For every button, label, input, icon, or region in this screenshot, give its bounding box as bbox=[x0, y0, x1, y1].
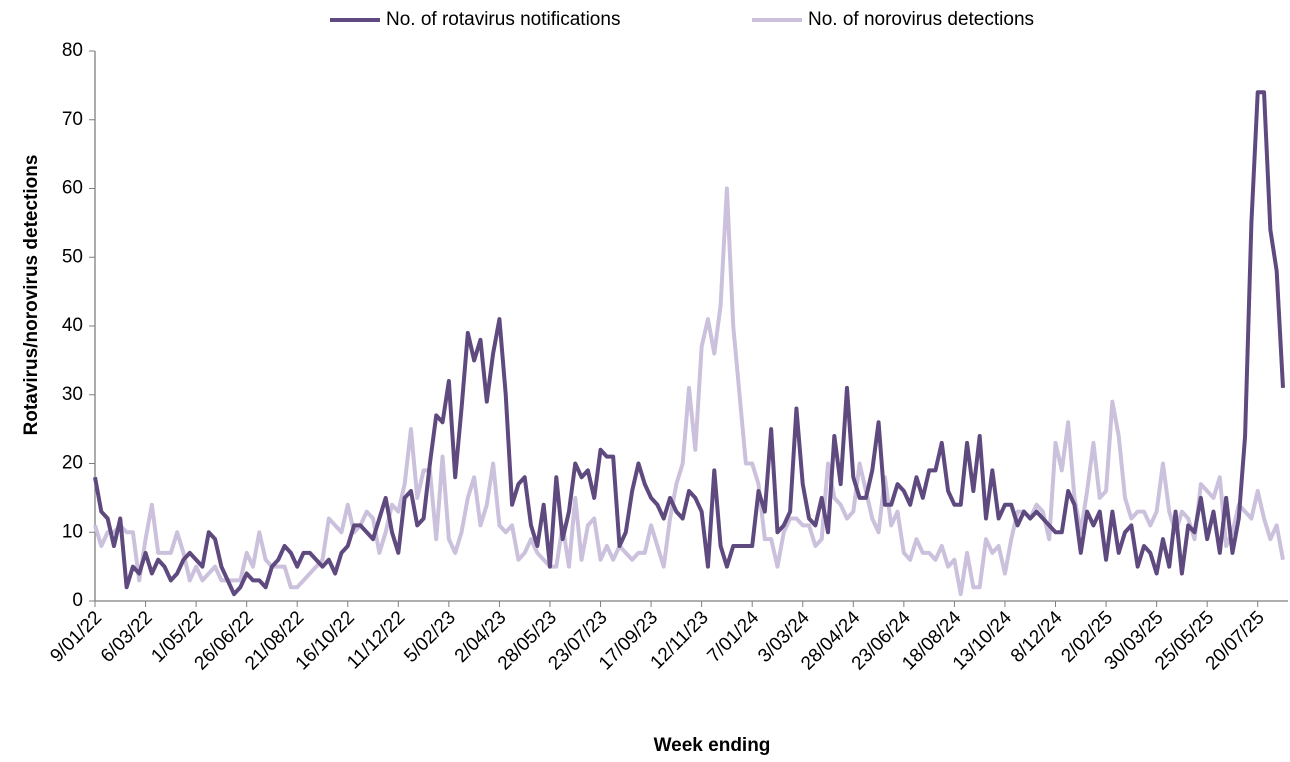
x-tick-label: 6/03/22 bbox=[97, 607, 157, 667]
y-tick-label: 80 bbox=[62, 40, 83, 61]
legend-label: No. of norovirus detections bbox=[808, 9, 1034, 30]
x-tick-label: 9/01/22 bbox=[46, 607, 106, 667]
y-axis-title: Rotavirus/norovirus detections bbox=[21, 155, 42, 436]
x-tick-label: 5/02/23 bbox=[400, 607, 460, 667]
series-line bbox=[93, 90, 1285, 597]
y-tick-label: 60 bbox=[62, 178, 83, 199]
y-tick-label: 50 bbox=[62, 246, 83, 267]
x-axis-title: Week ending bbox=[654, 735, 771, 756]
y-tick-label: 10 bbox=[62, 521, 83, 542]
legend-label: No. of rotavirus notifications bbox=[386, 9, 620, 30]
y-tick-label: 40 bbox=[62, 315, 83, 336]
series-line bbox=[93, 186, 1285, 597]
y-tick-label: 30 bbox=[62, 384, 83, 405]
y-tick-label: 20 bbox=[62, 453, 83, 474]
x-tick-label: 7/01/24 bbox=[704, 607, 764, 667]
x-tick-label: 8/12/24 bbox=[1007, 607, 1067, 667]
y-tick-label: 70 bbox=[62, 109, 83, 130]
y-tick-label: 0 bbox=[72, 590, 83, 611]
